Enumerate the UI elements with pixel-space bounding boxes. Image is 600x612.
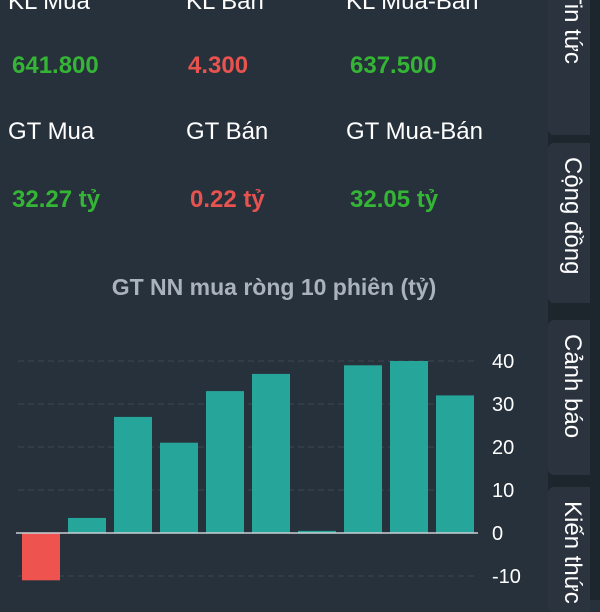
- tab-tin-tuc-label: Tin tức: [559, 0, 586, 64]
- gt-mua-value: 32.27 tỷ: [12, 186, 101, 213]
- tab-canh-bao[interactable]: Cảnh báo: [548, 320, 590, 475]
- tab-kien-thuc-label: Kiến thức: [559, 501, 586, 604]
- bar[interactable]: [114, 416, 152, 533]
- gt-mua-ban-label: GT Mua-Bán: [346, 118, 483, 145]
- kl-ban-value: 4.300: [188, 52, 249, 79]
- tab-tin-tuc[interactable]: Tin tức: [548, 0, 590, 135]
- bar[interactable]: [436, 395, 474, 533]
- kl-mua-value: 641.800: [12, 52, 99, 79]
- bar[interactable]: [252, 373, 290, 533]
- bar[interactable]: [344, 365, 382, 533]
- kl-mua-label: KL Mua: [8, 0, 90, 15]
- y-tick-label: 40: [492, 351, 514, 373]
- kl-ban-label: KL Bán: [186, 0, 264, 15]
- y-tick-label: 20: [492, 437, 514, 459]
- gt-mua-label: GT Mua: [8, 118, 95, 145]
- bar[interactable]: [160, 442, 198, 533]
- tab-canh-bao-label: Cảnh báo: [559, 334, 586, 439]
- gt-ban-label: GT Bán: [186, 118, 269, 145]
- bar[interactable]: [68, 517, 106, 533]
- bar[interactable]: [390, 361, 428, 533]
- chart-title: GT NN mua ròng 10 phiên (tỷ): [111, 274, 437, 300]
- tab-kien-thuc[interactable]: Kiến thức: [548, 487, 590, 612]
- bar[interactable]: [298, 530, 336, 533]
- y-tick-label: 10: [492, 480, 514, 502]
- tab-cong-dong-label: Cộng đồng: [559, 157, 586, 275]
- y-tick-label: -10: [492, 566, 521, 588]
- gt-mua-ban-value: 32.05 tỷ: [350, 186, 439, 213]
- bar[interactable]: [22, 533, 60, 581]
- bar[interactable]: [206, 391, 244, 533]
- y-tick-label: 0: [492, 523, 503, 545]
- gt-ban-value: 0.22 tỷ: [190, 186, 265, 213]
- y-tick-label: 30: [492, 394, 514, 416]
- kl-mua-ban-label: KL Mua-Bán: [346, 0, 479, 15]
- main-panel: KL Mua KL Bán KL Mua-Bán 641.800 4.300 6…: [8, 0, 521, 588]
- net-buy-bar-chart: 40 30 20 10 0 -10: [16, 351, 521, 588]
- kl-mua-ban-value: 637.500: [350, 52, 437, 79]
- tab-cong-dong[interactable]: Cộng đồng: [548, 143, 590, 303]
